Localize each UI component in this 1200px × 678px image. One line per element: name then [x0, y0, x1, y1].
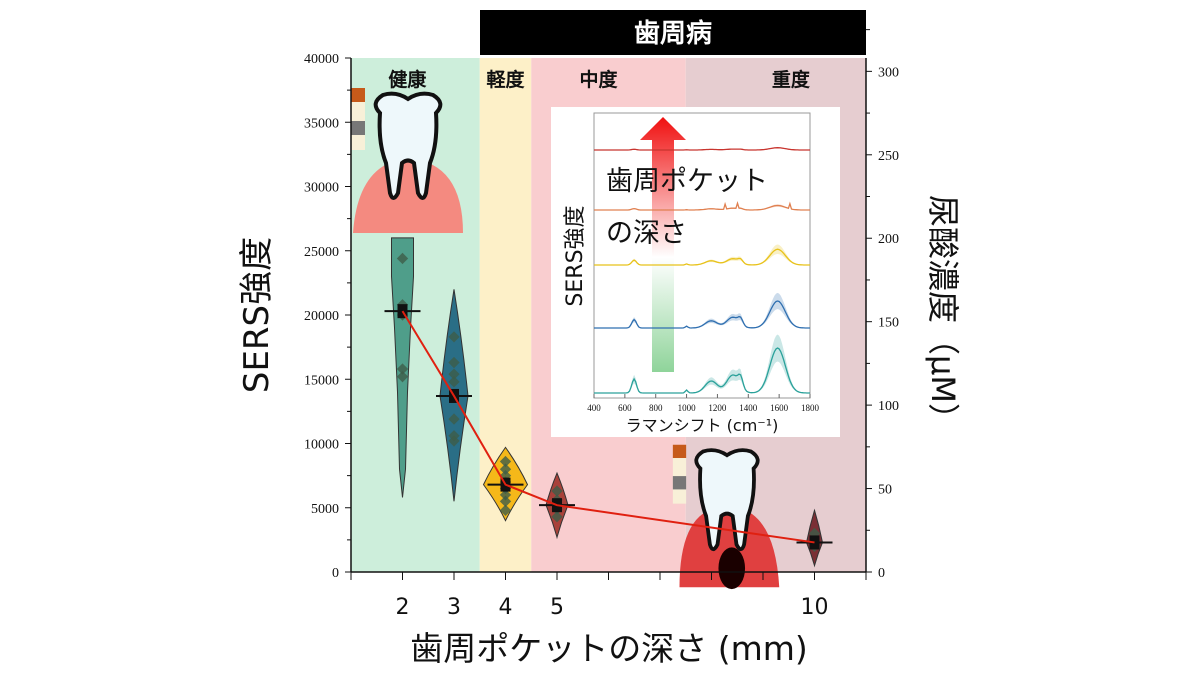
y-tick-label: 15000: [304, 373, 339, 388]
y-tick-label: 40000: [304, 52, 339, 67]
tooth-shape: [694, 448, 760, 552]
y-tick-label: 35000: [304, 116, 339, 131]
y-tick-label: 20000: [304, 309, 339, 324]
inset-y-axis-label: SERS強度: [563, 205, 588, 306]
header-label: 歯周病: [634, 19, 712, 49]
y-tick-label: 30000: [304, 181, 339, 196]
inset-background: [551, 107, 840, 437]
toothbrush-bristles: [672, 476, 687, 490]
data-point: [551, 485, 563, 497]
inset-frame: [593, 112, 811, 399]
data-point: [448, 356, 460, 369]
region-label: 軽度: [486, 68, 525, 91]
inset-x-tick-label: 800: [649, 403, 663, 413]
inset-x-tick-label: 600: [618, 403, 632, 413]
gum-shape: [353, 158, 463, 233]
y-right-tick-label: 300: [878, 65, 899, 80]
data-point: [499, 463, 512, 475]
inset-x-tick-label: 1600: [770, 403, 789, 413]
y-tick-label: 0: [332, 566, 339, 581]
data-point: [396, 371, 409, 383]
x-axis-label: 歯周ポケットの深さ (mm): [410, 629, 808, 668]
inflammation: [718, 547, 746, 590]
arrow-icon: [640, 117, 686, 372]
y-right-tick-label: 150: [878, 316, 899, 331]
data-point: [499, 489, 512, 501]
x-tick-label: 10: [801, 595, 829, 620]
x-tick-label: 3: [447, 595, 461, 620]
inset-arrow-label-2: の深さ: [606, 218, 687, 249]
data-point: [448, 368, 460, 380]
data-point: [448, 435, 460, 447]
region-label: 中度: [579, 68, 618, 91]
y-tick-label: 5000: [311, 502, 339, 517]
y-axis-right-label: 尿酸濃度（μM）: [924, 195, 962, 435]
y-right-tick-label: 250: [878, 149, 899, 164]
x-tick-label: 2: [396, 595, 410, 620]
inset-arrow-label-1: 歯周ポケット: [606, 166, 768, 197]
inset-x-axis-label: ラマンシフト (cm⁻¹): [626, 416, 779, 435]
inset-x-tick-label: 1800: [801, 403, 820, 413]
y-tick-label: 10000: [304, 438, 339, 453]
y-right-tick-label: 100: [878, 399, 899, 414]
y-right-tick-label: 200: [878, 232, 899, 247]
inset-x-tick-label: 1200: [708, 403, 727, 413]
inset-spectra: 歯周ポケットの深さ 400 600 800 1000 1200 1400 1600 1800 ラマ…: [551, 107, 840, 437]
data-point: [499, 504, 512, 516]
data-point: [551, 511, 563, 523]
data-point: [396, 363, 409, 375]
toothbrush-head: [672, 444, 687, 459]
data-point: [499, 495, 512, 507]
region-label: 重度: [772, 68, 811, 91]
data-point: [448, 413, 460, 425]
inset-x-tick-label: 400: [587, 403, 601, 413]
y-axis-label: SERS強度: [237, 237, 277, 393]
toothbrush-head: [351, 88, 365, 102]
inset-x-tick-label: 1400: [739, 403, 758, 413]
region-label: 健康: [388, 68, 427, 91]
y-right-tick-label: 50: [878, 483, 892, 498]
mean-trend-line: [401, 310, 815, 544]
y-right-tick-label: 0: [878, 566, 885, 581]
spectrum-line: [594, 248, 810, 266]
data-point: [448, 376, 460, 388]
tooth-illustration: [351, 88, 463, 233]
data-point: [448, 331, 460, 343]
spectrum-line: [594, 147, 810, 151]
inset-x-tick-label: 1000: [678, 403, 697, 413]
data-point: [499, 455, 512, 468]
tooth-shape: [373, 91, 443, 200]
spectrum-line: [594, 201, 810, 211]
spectrum-line: [594, 347, 810, 394]
header-bar: [480, 10, 866, 55]
toothbrush-bristles: [351, 121, 365, 135]
x-tick-label: 4: [499, 595, 513, 620]
spectrum-line: [594, 300, 810, 329]
y-tick-label: 25000: [304, 245, 339, 260]
x-tick-label: 5: [550, 595, 564, 620]
